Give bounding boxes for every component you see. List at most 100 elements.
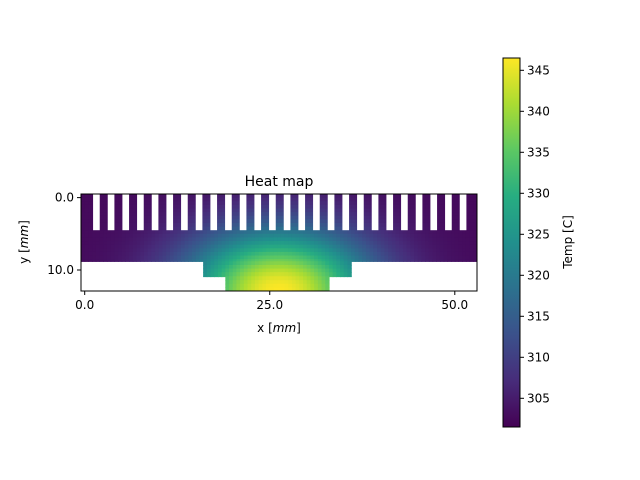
- heatmap-cell: [325, 197, 330, 202]
- heatmap-cell: [173, 226, 178, 231]
- heatmap-cell: [225, 264, 230, 270]
- colorbar-tick-label: 315: [527, 309, 550, 323]
- heatmap-cell: [399, 244, 404, 249]
- heatmap-cell: [95, 233, 101, 239]
- heatmap-cell: [377, 215, 382, 220]
- heatmap-cell: [299, 261, 304, 266]
- heatmap-cell: [225, 244, 230, 249]
- heatmap-cell: [225, 272, 230, 277]
- heatmap-cell: [410, 215, 415, 220]
- heatmap-cell: [439, 208, 445, 213]
- heatmap-cell: [225, 259, 230, 262]
- heatmap-cell: [436, 244, 441, 249]
- heatmap-cell: [369, 248, 374, 253]
- heatmap-cell: [103, 248, 108, 253]
- heatmap-cell: [188, 201, 193, 206]
- heatmap-cell: [243, 280, 249, 285]
- heatmap-cell: [321, 201, 326, 206]
- heatmap-cell: [417, 255, 423, 260]
- heatmap-cell: [143, 226, 149, 231]
- heatmap-cell: [380, 215, 386, 220]
- heatmap-cell: [469, 194, 474, 199]
- heatmap-cell: [99, 251, 104, 257]
- heatmap-cell: [295, 283, 300, 288]
- heatmap-cell: [121, 244, 127, 249]
- heatmap-cell: [328, 261, 334, 266]
- heatmap-cell: [414, 233, 419, 239]
- heatmap-cell: [188, 244, 193, 249]
- heatmap-cell: [299, 272, 304, 277]
- heatmap-cell: [354, 226, 360, 231]
- heatmap-cell: [388, 255, 393, 260]
- heatmap-cell: [291, 251, 297, 257]
- heatmap-cell: [325, 201, 330, 206]
- heatmap-cell: [388, 248, 393, 253]
- heatmap-cell: [310, 230, 315, 235]
- heatmap-cell: [373, 237, 378, 242]
- heatmap-cell: [295, 212, 300, 217]
- heatmap-cell: [391, 194, 397, 199]
- fin-gap: [401, 194, 408, 231]
- heatmap-cell: [410, 237, 415, 242]
- heatmap-cell: [410, 208, 415, 213]
- heatmap-cell: [388, 241, 393, 246]
- heatmap-cell: [232, 255, 238, 260]
- heatmap-cell: [288, 275, 293, 278]
- heatmap-cell: [199, 251, 204, 257]
- heatmap-cell: [306, 287, 312, 291]
- heatmap-cell: [114, 248, 119, 253]
- heatmap-cell: [417, 233, 423, 239]
- heatmap-cell: [465, 222, 471, 228]
- heatmap-cell: [306, 255, 312, 260]
- heatmap-cell: [180, 233, 186, 239]
- heatmap-cell: [273, 244, 278, 249]
- heatmap-cell: [158, 259, 164, 262]
- heatmap-cell: [177, 204, 182, 210]
- heatmap-cell: [451, 233, 456, 239]
- heatmap-cell: [439, 215, 445, 220]
- heatmap-cell: [118, 244, 123, 249]
- heatmap-cell: [425, 204, 430, 210]
- heatmap-cell: [469, 237, 474, 242]
- heatmap-cell: [321, 259, 326, 262]
- heatmap-cell: [136, 233, 141, 239]
- heatmap-cell: [273, 237, 278, 242]
- heatmap-cell: [258, 280, 263, 285]
- heatmap-cell: [391, 241, 397, 246]
- heatmap-cell: [169, 241, 175, 246]
- heatmap-cell: [317, 287, 323, 291]
- heatmap-cell: [280, 248, 286, 253]
- heatmap-cell: [273, 241, 278, 246]
- heatmap-cell: [155, 248, 160, 253]
- heatmap-cell: [354, 215, 360, 220]
- heatmap-cell: [295, 264, 300, 270]
- heatmap-cell: [81, 222, 86, 228]
- heatmap-cell: [229, 280, 234, 285]
- heatmap-cell: [110, 248, 115, 253]
- heatmap-cell: [88, 219, 93, 224]
- heatmap-cell: [81, 212, 86, 217]
- heatmap-cell: [118, 212, 123, 217]
- heatmap-cell: [380, 244, 386, 249]
- heatmap-cell: [362, 194, 367, 199]
- heatmap-cell: [203, 275, 208, 278]
- heatmap-cell: [317, 272, 323, 277]
- heatmap-cell: [417, 251, 423, 257]
- heatmap-cell: [177, 222, 182, 228]
- heatmap-cell: [254, 268, 260, 273]
- heatmap-cell: [399, 230, 404, 235]
- heatmap-cell: [351, 197, 356, 202]
- heatmap-cell: [195, 255, 201, 260]
- heatmap-cell: [206, 241, 212, 246]
- heatmap-cell: [118, 233, 123, 239]
- heatmap-cell: [306, 226, 312, 231]
- heatmap-cell: [217, 204, 223, 210]
- heatmap-cell: [103, 197, 108, 202]
- heatmap-cell: [240, 241, 245, 246]
- heatmap-cell: [266, 275, 271, 278]
- heatmap-cell: [84, 194, 90, 199]
- heatmap-cell: [158, 215, 164, 220]
- heatmap-cell: [132, 197, 138, 202]
- heatmap-cell: [347, 259, 352, 262]
- heatmap-cell: [314, 275, 319, 278]
